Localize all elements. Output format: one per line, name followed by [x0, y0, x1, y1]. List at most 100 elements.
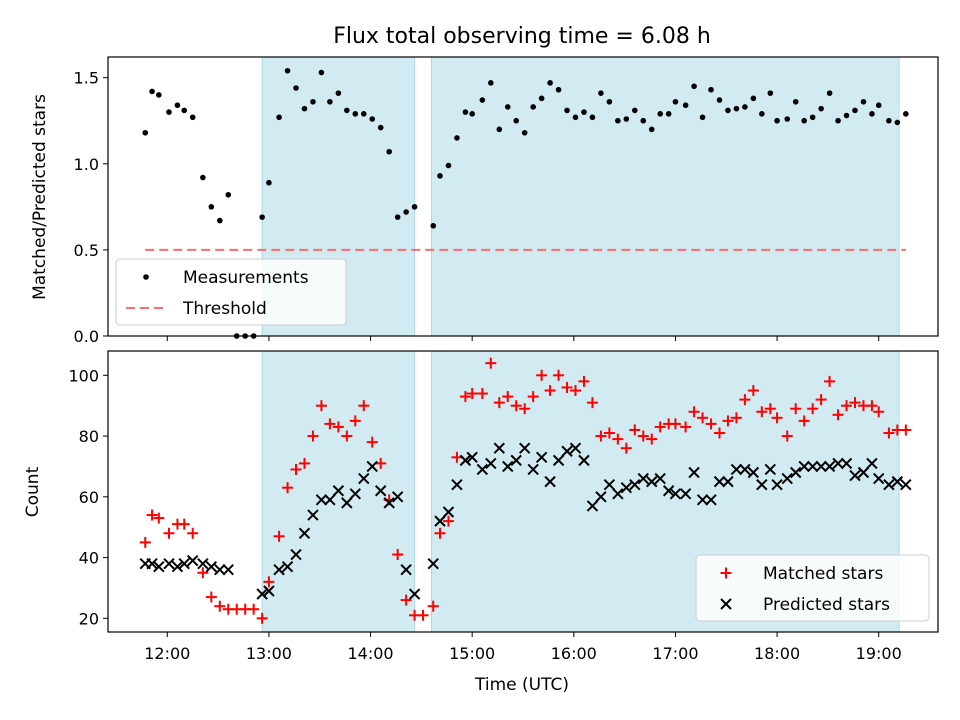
predicted-star-point [307, 509, 319, 521]
predicted-star-point [535, 451, 548, 464]
matched-star-point [873, 406, 885, 418]
matched-star-point [570, 384, 582, 396]
matched-star-point [654, 421, 666, 433]
matched-star-point [178, 518, 190, 530]
measurement-point [809, 114, 816, 121]
bottom-y-axis-label: Count [23, 466, 43, 517]
predicted-star-point [518, 442, 531, 454]
predicted-star-point [358, 472, 370, 485]
bottom-plot-frame [107, 350, 939, 633]
measurement-point [631, 107, 638, 114]
predicted-star-point [646, 475, 658, 488]
predicted-star-point [442, 506, 455, 518]
predicted-star-point [866, 457, 878, 470]
matched-star-point [214, 600, 226, 612]
measurement-point [284, 67, 291, 74]
matched-star-point [705, 418, 717, 430]
matched-star-point [730, 412, 742, 424]
predicted-star-point [586, 500, 599, 512]
matched-star-point [771, 412, 783, 424]
measurement-point [682, 102, 689, 109]
matched-star-point [544, 384, 556, 396]
measurement-point [469, 111, 475, 117]
x-tick-label: 13:00 [246, 644, 292, 663]
measurement-point [615, 117, 621, 124]
predicted-star-point [400, 564, 412, 576]
predicted-star-point [832, 457, 844, 470]
matched-star-point [510, 400, 522, 412]
predicted-star-point [840, 457, 853, 470]
measurement-point [377, 124, 384, 131]
matched-star-point [332, 421, 344, 433]
measurement-point [149, 88, 155, 95]
predicted-star-point [815, 460, 827, 473]
matched-star-point [256, 612, 268, 624]
measurement-point [784, 116, 791, 122]
measurement-point [259, 214, 265, 220]
predicted-star-point [578, 454, 590, 467]
matched-star-point [561, 381, 573, 393]
matched-star-point [466, 388, 478, 400]
matched-star-point [427, 600, 439, 612]
measurement-point [504, 104, 511, 110]
measurement-point [454, 135, 460, 141]
matched-star-point [451, 451, 463, 463]
predicted-star-point [730, 463, 743, 476]
measurement-point [521, 129, 528, 136]
predicted-star-point [197, 557, 209, 570]
predicted-star-point [527, 463, 539, 476]
predicted-star-point [146, 557, 158, 570]
matched-star-point [392, 549, 404, 561]
predicted-star-point [654, 472, 666, 485]
matched-star-point [798, 415, 810, 427]
measurement-point [691, 83, 697, 90]
measurement-point [572, 114, 579, 121]
measurement-point [445, 162, 452, 169]
matched-star-point [187, 527, 199, 539]
matched-star-point [263, 576, 275, 588]
measurement-point [581, 109, 587, 115]
measurement-point [403, 209, 409, 215]
predicted-star-point [222, 564, 234, 576]
measurement-point [835, 117, 841, 124]
matched-star-point [459, 391, 471, 403]
predicted-star-point [214, 564, 226, 576]
matched-star-point [603, 427, 615, 439]
matched-star-point [841, 400, 853, 412]
predicted-star-point [688, 466, 700, 479]
bottom-legend: Matched stars Predicted stars [695, 554, 930, 622]
predicted-star-point [427, 557, 439, 570]
legend-label: Measurements [183, 268, 309, 288]
top-shaded-band-2 [431, 57, 900, 336]
measurement-point [200, 174, 206, 181]
matched-star-point [341, 430, 353, 442]
matched-star-point [849, 397, 861, 409]
matched-star-point [476, 388, 488, 400]
predicted-star-point [629, 478, 641, 491]
predicted-star-point [493, 442, 505, 454]
matched-star-point [273, 530, 285, 542]
matched-star-point [493, 397, 505, 409]
measurement-point [869, 111, 875, 117]
measurement-point [708, 86, 714, 93]
predicted-star-point [324, 494, 336, 506]
measurement-point [606, 98, 613, 105]
matched-star-point [163, 527, 175, 539]
measurement-point [360, 111, 367, 117]
predicted-star-point [256, 588, 268, 600]
predicted-star-point [273, 564, 285, 576]
predicted-star-point [332, 485, 345, 497]
predicted-star-point [806, 460, 819, 473]
measurement-point [750, 95, 757, 102]
legend-label: Matched stars [763, 564, 883, 584]
bottom-y-tick-label: 100 [68, 366, 99, 385]
matched-star-point [713, 427, 725, 439]
predicted-star-point [459, 454, 472, 467]
predicted-star-point [857, 466, 870, 479]
measurement-point [181, 107, 188, 114]
measurement-point [327, 98, 333, 105]
measurement-point [598, 90, 604, 96]
matched-star-point [781, 430, 793, 442]
measurement-point [818, 105, 824, 112]
measurement-point [166, 109, 172, 115]
